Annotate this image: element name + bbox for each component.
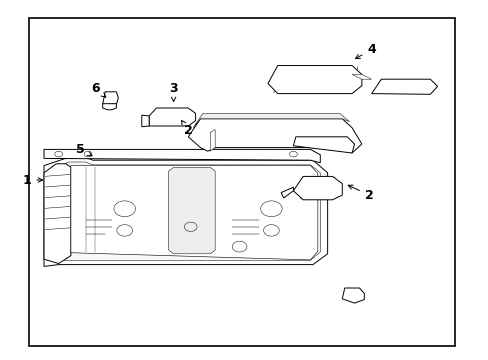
Bar bbox=[29, 18, 454, 346]
Text: 4: 4 bbox=[355, 43, 375, 59]
Polygon shape bbox=[102, 104, 116, 110]
Polygon shape bbox=[102, 92, 118, 104]
Polygon shape bbox=[71, 166, 317, 260]
Polygon shape bbox=[293, 176, 342, 200]
Polygon shape bbox=[210, 130, 215, 151]
Polygon shape bbox=[342, 288, 364, 303]
Polygon shape bbox=[293, 137, 354, 153]
Polygon shape bbox=[168, 167, 215, 254]
Text: 3: 3 bbox=[169, 82, 178, 102]
Text: 6: 6 bbox=[91, 82, 105, 97]
Polygon shape bbox=[44, 164, 71, 264]
Polygon shape bbox=[371, 79, 437, 94]
Polygon shape bbox=[267, 66, 361, 94]
Polygon shape bbox=[149, 108, 195, 126]
Polygon shape bbox=[44, 149, 320, 163]
Polygon shape bbox=[281, 187, 293, 198]
Polygon shape bbox=[193, 113, 349, 128]
Text: 2: 2 bbox=[347, 185, 373, 202]
Polygon shape bbox=[44, 157, 327, 266]
Text: 1: 1 bbox=[22, 174, 42, 186]
Polygon shape bbox=[51, 162, 320, 261]
Text: 2: 2 bbox=[181, 120, 192, 137]
Polygon shape bbox=[188, 119, 361, 153]
Polygon shape bbox=[142, 115, 149, 127]
Text: 5: 5 bbox=[76, 143, 92, 156]
Polygon shape bbox=[351, 75, 371, 79]
